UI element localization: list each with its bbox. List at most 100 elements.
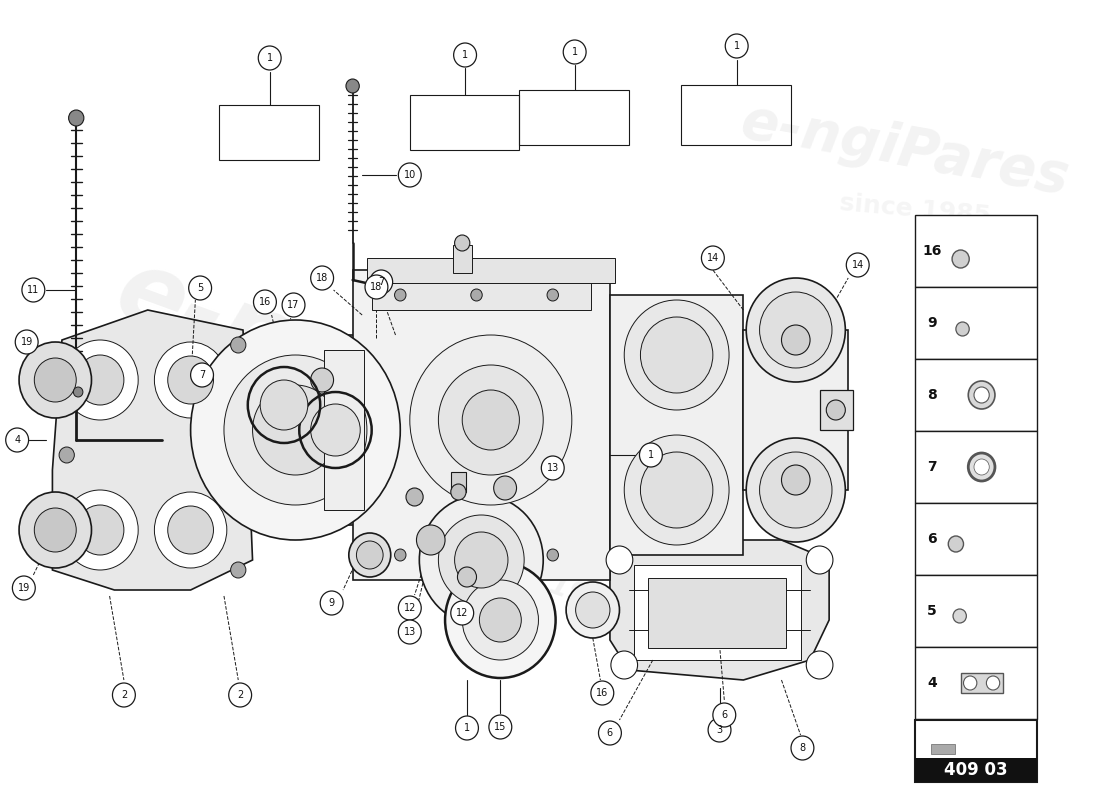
Bar — [931, 744, 955, 754]
Text: 4: 4 — [14, 435, 20, 445]
Circle shape — [6, 428, 29, 452]
Text: 12: 12 — [456, 608, 469, 618]
Circle shape — [566, 582, 619, 638]
Circle shape — [624, 435, 729, 545]
Text: 4: 4 — [927, 676, 937, 690]
Text: 8: 8 — [927, 388, 937, 402]
Text: 6: 6 — [722, 710, 727, 720]
Circle shape — [19, 342, 91, 418]
Circle shape — [640, 317, 713, 393]
Circle shape — [974, 459, 989, 475]
Bar — [960, 673, 1002, 693]
Circle shape — [488, 715, 512, 739]
Bar — [915, 287, 1037, 359]
Circle shape — [154, 342, 227, 418]
Text: 19: 19 — [21, 337, 33, 347]
Circle shape — [356, 541, 383, 569]
Polygon shape — [609, 540, 829, 680]
Circle shape — [760, 452, 832, 528]
Bar — [915, 431, 1037, 503]
Circle shape — [541, 456, 564, 480]
Circle shape — [310, 266, 333, 290]
Circle shape — [451, 484, 466, 500]
Circle shape — [349, 533, 390, 577]
Circle shape — [419, 495, 543, 625]
Circle shape — [471, 289, 482, 301]
Text: 5: 5 — [927, 604, 937, 618]
Circle shape — [417, 525, 446, 555]
Circle shape — [76, 505, 124, 555]
Circle shape — [190, 363, 213, 387]
Circle shape — [547, 549, 559, 561]
Bar — [648, 578, 786, 648]
Text: 14: 14 — [706, 253, 719, 263]
Circle shape — [59, 447, 75, 463]
Text: 18: 18 — [316, 273, 328, 283]
Circle shape — [987, 676, 1000, 690]
Circle shape — [261, 380, 308, 430]
Bar — [519, 90, 629, 145]
Text: 5: 5 — [197, 283, 204, 293]
Text: 18: 18 — [371, 282, 383, 292]
Circle shape — [310, 404, 360, 456]
Bar — [453, 245, 472, 273]
Circle shape — [606, 546, 632, 574]
Circle shape — [365, 275, 388, 299]
Polygon shape — [53, 310, 253, 590]
Bar — [915, 359, 1037, 431]
Circle shape — [974, 387, 989, 403]
Bar — [609, 295, 744, 555]
Circle shape — [34, 358, 76, 402]
Bar — [353, 270, 609, 580]
Circle shape — [563, 40, 586, 64]
Polygon shape — [930, 727, 991, 754]
Text: 1: 1 — [464, 723, 470, 733]
Text: 11: 11 — [28, 285, 40, 295]
Circle shape — [455, 716, 478, 740]
Circle shape — [956, 322, 969, 336]
Text: 8: 8 — [800, 743, 805, 753]
Text: 9: 9 — [927, 316, 937, 330]
Circle shape — [74, 387, 82, 397]
Circle shape — [446, 562, 556, 678]
Circle shape — [395, 289, 406, 301]
Circle shape — [702, 246, 724, 270]
Circle shape — [462, 390, 519, 450]
Text: 6: 6 — [927, 532, 937, 546]
Text: 17: 17 — [287, 300, 299, 310]
Circle shape — [68, 110, 84, 126]
Text: 16: 16 — [596, 688, 608, 698]
Bar — [744, 330, 848, 490]
Bar — [372, 270, 591, 310]
Circle shape — [746, 438, 845, 542]
Circle shape — [725, 34, 748, 58]
Circle shape — [826, 400, 845, 420]
Text: 3: 3 — [716, 725, 723, 735]
Bar — [915, 758, 1037, 782]
Circle shape — [713, 703, 736, 727]
Bar — [915, 647, 1037, 719]
Text: e-ngiPares: e-ngiPares — [737, 94, 1074, 206]
Bar — [451, 472, 466, 492]
Circle shape — [253, 290, 276, 314]
Circle shape — [112, 683, 135, 707]
Circle shape — [610, 651, 638, 679]
Circle shape — [964, 676, 977, 690]
Text: 16: 16 — [258, 297, 271, 307]
Circle shape — [806, 651, 833, 679]
Circle shape — [320, 591, 343, 615]
Circle shape — [968, 453, 996, 481]
Text: 13: 13 — [404, 627, 416, 637]
Circle shape — [781, 325, 810, 355]
Circle shape — [439, 365, 543, 475]
Circle shape — [948, 536, 964, 552]
Bar — [286, 335, 362, 525]
Bar — [367, 258, 615, 283]
Circle shape — [639, 443, 662, 467]
Circle shape — [591, 681, 614, 705]
Circle shape — [494, 476, 517, 500]
Circle shape — [282, 293, 305, 317]
Text: 19: 19 — [18, 583, 30, 593]
Text: 1: 1 — [734, 41, 740, 51]
Circle shape — [190, 320, 400, 540]
